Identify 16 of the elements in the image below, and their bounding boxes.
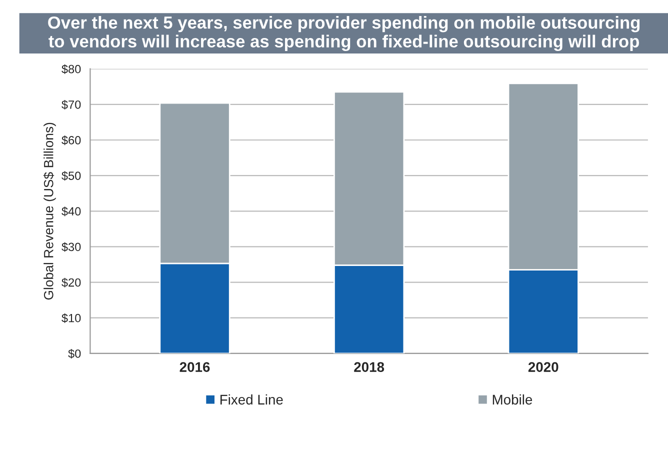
x-tick-label: 2016 <box>180 362 210 372</box>
y-tick-label: $10 <box>62 313 81 323</box>
y-tick-label: $80 <box>62 64 81 74</box>
y-tick-label: $0 <box>68 348 81 359</box>
y-tick-label: $50 <box>62 171 81 181</box>
y-tick-label: $40 <box>62 206 81 216</box>
chart-title: Over the next 5 years, service provider spending on mobile outsourcing to vendors will increase as spending on fixed-line outsourcing will drop <box>48 16 640 52</box>
y-tick-label: $70 <box>62 100 81 110</box>
x-tick-label: 2020 <box>528 362 558 372</box>
legend-label: Mobile <box>492 394 532 405</box>
y-axis-title: Global Revenue (US$ Billions) <box>43 122 56 300</box>
x-tick-label: 2018 <box>354 362 384 372</box>
legend-label: Fixed Line <box>220 394 283 405</box>
y-tick-label: $30 <box>62 242 81 252</box>
y-tick-label: $20 <box>62 278 81 288</box>
y-tick-label: $60 <box>62 136 81 146</box>
